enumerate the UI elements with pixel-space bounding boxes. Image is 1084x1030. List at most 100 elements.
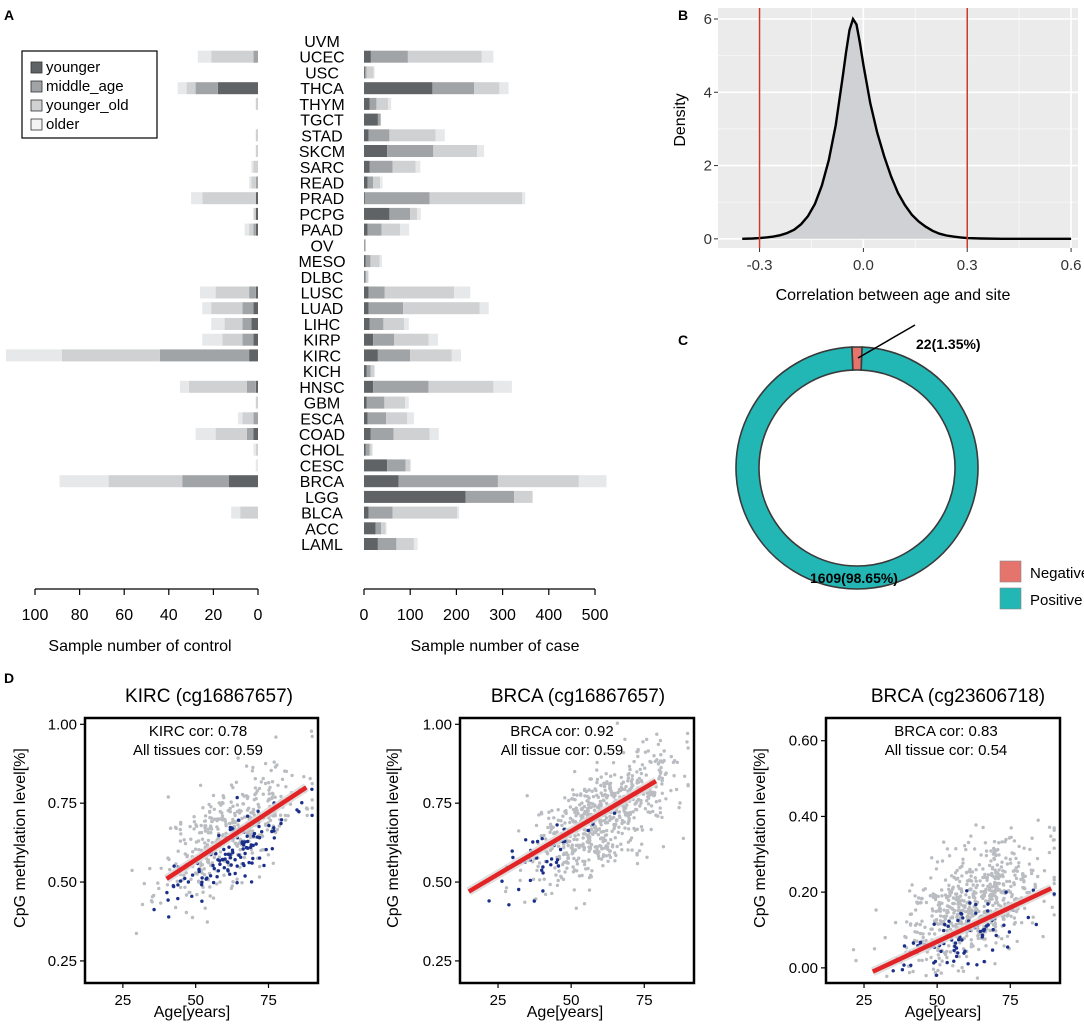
scatter-point bbox=[995, 900, 999, 905]
case-bar-kirp-younger bbox=[364, 333, 374, 346]
case-bar-luad-younger bbox=[364, 302, 369, 315]
scatter-point bbox=[923, 925, 927, 929]
control-bar-hnsc-younger-old bbox=[188, 380, 247, 393]
scatter-1-annotation-1: KIRC cor: 0.78 bbox=[149, 723, 247, 740]
scatter-point bbox=[917, 896, 921, 900]
case-bar-blca-older bbox=[457, 506, 460, 519]
scatter-point bbox=[938, 919, 943, 923]
scatter-point bbox=[986, 873, 990, 877]
category-label-esca: ESCA bbox=[300, 411, 344, 428]
scatter-point bbox=[904, 935, 908, 940]
scatter-point bbox=[202, 873, 207, 877]
scatter-point bbox=[258, 864, 262, 869]
panel-a-axes: 100 80 60 40 20 0 0 100 200 300 400 500 bbox=[22, 588, 608, 624]
scatter-point bbox=[552, 816, 556, 820]
scatter-point bbox=[651, 790, 655, 794]
scatter-point bbox=[267, 792, 271, 796]
scatter-point bbox=[949, 906, 953, 910]
case-bar-kirc-younger bbox=[364, 349, 378, 362]
category-label-luad: LUAD bbox=[301, 301, 344, 318]
scatter-point bbox=[988, 928, 992, 933]
scatter-frame bbox=[83, 716, 320, 985]
scatter-point bbox=[279, 818, 284, 822]
panel-a-category-labels: UVMUCECUSCTHCATHYMTGCTSTADSKCMSARCREADPR… bbox=[298, 34, 345, 554]
control-bar-cesc-older bbox=[255, 459, 258, 472]
scatter-point bbox=[929, 876, 933, 880]
scatter-point bbox=[554, 860, 559, 865]
scatter-point bbox=[1015, 939, 1019, 944]
y-tick-label: 0.25 bbox=[423, 953, 452, 970]
scatter-point bbox=[946, 924, 950, 928]
scatter-point bbox=[596, 795, 601, 799]
scatter-point bbox=[954, 954, 959, 959]
scatter-point bbox=[962, 936, 966, 940]
case-bar-read-older bbox=[380, 176, 383, 189]
scatter-point bbox=[189, 877, 193, 881]
scatter-point bbox=[851, 948, 856, 952]
scatter-point bbox=[992, 856, 996, 860]
scatter-point bbox=[166, 898, 170, 902]
scatter-point bbox=[1012, 922, 1016, 926]
scatter-point bbox=[619, 775, 623, 780]
scatter-point bbox=[630, 774, 635, 778]
scatter-point bbox=[982, 910, 986, 914]
scatter-point bbox=[200, 883, 204, 887]
control-bar-lusc-middle-age bbox=[249, 286, 256, 299]
scatter-point bbox=[199, 823, 203, 828]
scatter-point bbox=[270, 847, 274, 851]
scatter-point bbox=[561, 877, 566, 882]
scatter-point bbox=[205, 876, 209, 880]
scatter-2-title: BRCA (cg16867657) bbox=[491, 686, 665, 707]
scatter-point bbox=[575, 837, 579, 842]
scatter-point bbox=[264, 823, 268, 828]
scatter-point bbox=[626, 776, 631, 780]
scatter-point bbox=[220, 857, 225, 862]
scatter-point bbox=[598, 837, 603, 841]
scatter-point bbox=[206, 830, 211, 835]
scatter-point bbox=[974, 911, 978, 915]
scatter-point bbox=[649, 827, 653, 832]
scatter-point bbox=[623, 737, 627, 741]
scatter-point bbox=[622, 808, 626, 813]
scatter-point bbox=[951, 924, 955, 928]
scatter-1-annotation-2: All tissues cor: 0.59 bbox=[133, 742, 263, 759]
scatter-point bbox=[588, 777, 592, 781]
scatter-point bbox=[266, 821, 270, 825]
scatter-point bbox=[563, 796, 567, 800]
scatter-point bbox=[1050, 905, 1055, 909]
control-bar-pcpg-younger bbox=[255, 207, 258, 220]
scatter-point bbox=[984, 944, 988, 948]
scatter-point bbox=[658, 738, 663, 743]
scatter-frame bbox=[458, 716, 696, 985]
scatter-point bbox=[587, 888, 592, 892]
control-tick-label-40: 40 bbox=[160, 607, 178, 624]
scatter-point bbox=[992, 839, 997, 844]
scatter-point bbox=[603, 833, 608, 837]
scatter-point bbox=[920, 919, 924, 923]
scatter-point bbox=[615, 721, 620, 725]
scatter-point bbox=[210, 819, 214, 824]
case-bar-blca-middle-age bbox=[368, 506, 393, 519]
scatter-point bbox=[277, 824, 281, 828]
scatter-point bbox=[984, 887, 988, 891]
x-tick-label: 50 bbox=[929, 992, 946, 1009]
control-bar-lusc-younger bbox=[255, 286, 258, 299]
scatter-point bbox=[627, 764, 632, 769]
case-bar-thym-younger-old bbox=[376, 97, 389, 110]
control-bar-coad-younger-old bbox=[215, 428, 247, 440]
scatter-point bbox=[254, 842, 258, 846]
scatter-point bbox=[568, 805, 573, 809]
scatter-point bbox=[243, 840, 247, 844]
panel-a-stacked-bars: UVMUCECUSCTHCATHYMTGCTSTADSKCMSARCREADPR… bbox=[6, 34, 608, 655]
scatter-point bbox=[284, 785, 288, 789]
scatter-point bbox=[202, 867, 206, 871]
scatter-point bbox=[1030, 836, 1034, 840]
case-bar-lusc-middle-age bbox=[368, 286, 385, 299]
scatter-point bbox=[937, 956, 941, 960]
scatter-point bbox=[523, 900, 527, 904]
scatter-point bbox=[934, 867, 939, 871]
scatter-point bbox=[953, 941, 958, 945]
scatter-point bbox=[960, 965, 964, 970]
scatter-point bbox=[972, 847, 977, 851]
scatter-point bbox=[582, 804, 587, 809]
